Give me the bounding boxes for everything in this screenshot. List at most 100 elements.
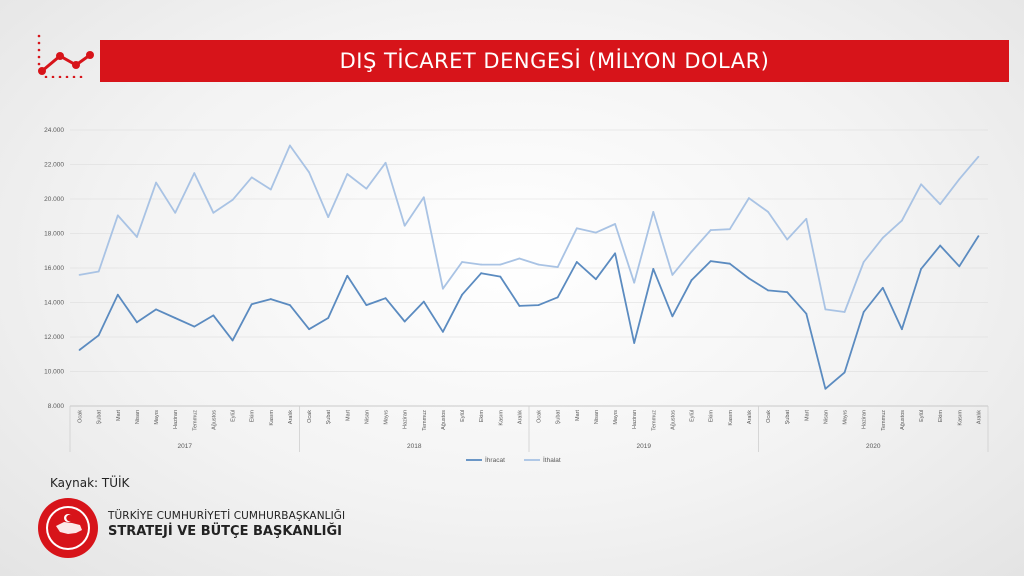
data-point xyxy=(136,236,138,238)
x-tick-label: Aralık xyxy=(976,410,982,424)
x-tick-label: Ocak xyxy=(307,410,313,423)
data-point xyxy=(575,261,578,263)
data-point xyxy=(78,274,81,276)
data-point xyxy=(690,250,693,253)
data-point xyxy=(289,304,291,306)
series-line-İhracat xyxy=(79,235,980,390)
data-point xyxy=(212,211,215,214)
data-point xyxy=(690,279,693,281)
data-point xyxy=(728,262,731,265)
x-tick-label: Aralık xyxy=(747,410,753,424)
year-label: 2018 xyxy=(407,443,422,450)
x-tick-label: Mayıs xyxy=(384,410,390,425)
data-point xyxy=(843,311,846,313)
data-point xyxy=(422,196,425,199)
data-point xyxy=(116,293,119,296)
data-point xyxy=(595,278,597,281)
y-tick-label: 20.000 xyxy=(44,196,64,203)
data-point xyxy=(767,211,769,213)
data-point xyxy=(633,281,636,284)
data-point xyxy=(958,178,961,181)
data-point xyxy=(920,267,922,270)
x-tick-label: Haziran xyxy=(173,410,179,429)
x-tick-label: Temmuz xyxy=(881,410,887,431)
y-tick-label: 10.000 xyxy=(44,369,64,376)
data-point xyxy=(308,171,310,174)
data-point xyxy=(308,328,310,331)
data-point xyxy=(881,286,884,289)
series-line-İthalat xyxy=(79,144,980,313)
data-point xyxy=(671,274,674,276)
org-name-line2: STRATEJİ VE BÜTÇE BAŞKANLIĞI xyxy=(108,524,342,539)
data-point xyxy=(977,155,980,158)
data-point xyxy=(728,228,731,231)
data-point xyxy=(174,211,177,214)
data-point xyxy=(556,296,559,299)
x-tick-label: Ekim xyxy=(250,410,256,423)
x-tick-label: Mayıs xyxy=(613,410,619,425)
data-point xyxy=(614,252,616,255)
data-point xyxy=(97,270,100,273)
data-point xyxy=(901,328,903,331)
x-tick-label: Kasım xyxy=(269,410,275,426)
data-point xyxy=(136,321,138,324)
data-point xyxy=(652,267,655,270)
data-point xyxy=(289,144,291,147)
y-tick-label: 8.000 xyxy=(48,403,65,410)
x-tick-label: Şubat xyxy=(785,410,791,425)
x-tick-label: Ocak xyxy=(537,410,543,423)
year-label: 2017 xyxy=(178,443,193,450)
data-point xyxy=(480,272,483,275)
y-tick-label: 24.000 xyxy=(44,127,64,134)
data-point xyxy=(384,161,387,164)
x-tick-label: Haziran xyxy=(403,410,409,429)
data-point xyxy=(422,300,425,303)
data-point xyxy=(939,203,942,206)
trend-line-icon xyxy=(37,34,94,78)
y-tick-label: 16.000 xyxy=(44,265,64,272)
x-tick-label: Mart xyxy=(345,410,351,421)
x-tick-label: Şubat xyxy=(326,410,332,425)
data-point xyxy=(977,235,980,237)
legend-label: İhracat xyxy=(485,455,505,464)
data-point xyxy=(671,315,674,318)
y-tick-label: 18.000 xyxy=(44,231,64,238)
data-point xyxy=(346,274,349,277)
data-point xyxy=(901,219,903,222)
x-tick-label: Ağustos xyxy=(900,410,906,430)
data-point xyxy=(556,266,559,269)
x-tick-label: Ekim xyxy=(479,410,485,423)
x-tick-label: Haziran xyxy=(632,410,638,429)
data-point xyxy=(939,244,942,247)
data-point xyxy=(824,387,827,390)
x-tick-label: Ekim xyxy=(709,410,715,423)
data-point xyxy=(346,173,349,175)
data-point xyxy=(575,227,578,230)
source-label: Kaynak: TÜİK xyxy=(50,476,130,490)
presidency-seal-icon xyxy=(38,498,98,558)
x-tick-label: Şubat xyxy=(97,410,103,425)
data-point xyxy=(442,330,444,333)
y-tick-label: 22.000 xyxy=(44,162,64,169)
data-point xyxy=(193,325,196,328)
data-point xyxy=(652,211,655,213)
x-tick-label: Ağustos xyxy=(211,410,217,430)
x-tick-label: Mayıs xyxy=(843,410,849,425)
x-tick-label: Mart xyxy=(116,410,122,421)
data-point xyxy=(365,304,368,306)
x-tick-label: Temmuz xyxy=(651,410,657,431)
data-point xyxy=(403,224,406,227)
data-point xyxy=(881,236,884,239)
data-point xyxy=(78,349,81,351)
x-tick-label: Aralık xyxy=(288,410,294,424)
data-point xyxy=(767,289,769,292)
data-point xyxy=(269,188,272,191)
data-point xyxy=(862,261,865,263)
data-point xyxy=(805,312,808,315)
x-tick-label: Kasım xyxy=(957,410,963,426)
data-point xyxy=(403,320,406,323)
data-point xyxy=(499,263,502,266)
x-tick-label: Ağustos xyxy=(670,410,676,430)
year-label: 2020 xyxy=(866,443,881,450)
